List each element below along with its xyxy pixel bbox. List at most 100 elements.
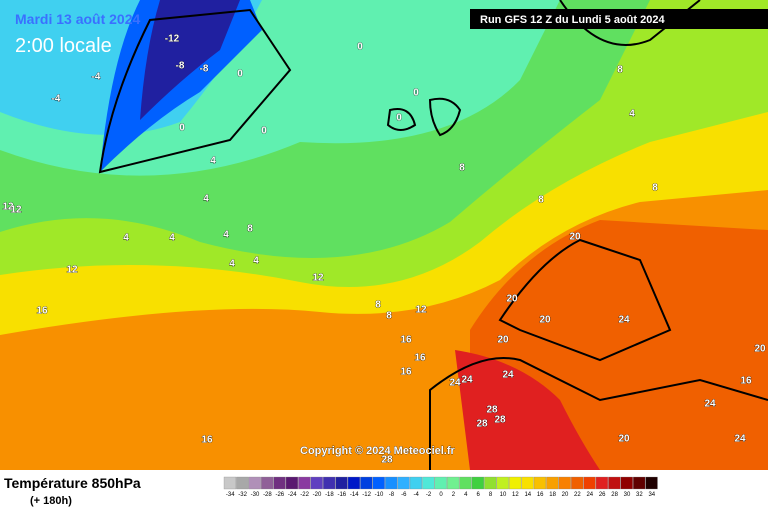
legend-swatch	[236, 476, 249, 490]
legend-swatch	[385, 476, 398, 490]
map-value-label: 0	[237, 69, 243, 80]
legend-swatch	[620, 476, 633, 490]
map-value-label: 8	[538, 195, 544, 206]
map-value-label: 12	[415, 305, 427, 316]
forecast-date: Mardi 13 août 2024	[15, 11, 140, 27]
map-value-label: 8	[375, 300, 381, 311]
legend-swatch	[471, 476, 485, 490]
legend-swatch	[273, 476, 286, 490]
legend-tick-label: 26	[599, 492, 606, 498]
map-value-label: 4	[629, 109, 635, 120]
legend-tick-label: 2	[452, 492, 456, 498]
legend-swatch	[310, 476, 323, 490]
legend-tick-label: 18	[549, 492, 556, 498]
legend-tick-label: -16	[337, 492, 346, 498]
map-value-label: 28	[476, 419, 488, 430]
legend-tick-label: 30	[624, 492, 631, 498]
legend-swatch	[608, 476, 621, 490]
map-value-label: 8	[386, 311, 392, 322]
legend-tick-label: 20	[562, 492, 569, 498]
map-value-label: 20	[539, 315, 551, 326]
legend-tick-label: -22	[300, 492, 309, 498]
map-value-label: -8	[176, 61, 185, 72]
map-value-label: 16	[400, 367, 412, 378]
legend-tick-label: -14	[350, 492, 359, 498]
legend-tick-label: -20	[313, 492, 322, 498]
map-value-label: 24	[461, 375, 473, 386]
map-value-label: 20	[506, 294, 518, 305]
map-value-label: 24	[618, 315, 630, 326]
map-value-label: 0	[261, 126, 267, 137]
legend-swatch	[298, 476, 311, 490]
legend-tick-label: -2	[426, 492, 432, 498]
legend-tick-label: -8	[389, 492, 395, 498]
map-value-label: 12	[10, 205, 22, 216]
legend-tick-label: 28	[611, 492, 618, 498]
map-value-label: -12	[165, 34, 180, 45]
legend-tick-label: 22	[574, 492, 581, 498]
legend-swatch	[533, 476, 547, 490]
legend-swatch	[521, 476, 534, 490]
legend-tick-label: -28	[263, 492, 272, 498]
legend-swatch	[509, 476, 522, 490]
map-value-label: 4	[169, 233, 175, 244]
map-value-label: 16	[201, 435, 213, 446]
map-value-label: 8	[247, 224, 253, 235]
map-value-label: 20	[618, 434, 630, 445]
map-value-label: 4	[253, 256, 259, 267]
map-value-label: 24	[734, 434, 746, 445]
map-value-label: 24	[704, 399, 716, 410]
legend-swatch	[583, 476, 596, 490]
map-value-label: -4	[92, 72, 101, 83]
map-value-label: 20	[497, 335, 509, 346]
map-value-label: 0	[413, 88, 419, 99]
footer-title: Température 850hPa	[4, 475, 141, 491]
map-value-label: 28	[494, 415, 506, 426]
map-value-label: 4	[229, 259, 235, 270]
color-legend: -34 -32 -30 -28 -26 -24 -22 -20 -18 -16 -14 -12 -10-…	[223, 476, 658, 498]
map-value-label: 4	[203, 194, 209, 205]
legend-swatch	[397, 476, 410, 490]
legend-swatch	[546, 476, 559, 490]
legend-swatch	[372, 476, 385, 490]
legend-tick-label: -10	[375, 492, 384, 498]
copyright: Copyright © 2024 Meteociel.fr	[300, 445, 456, 457]
map-value-label: 24	[502, 370, 514, 381]
legend-swatch	[633, 476, 646, 490]
legend-swatch	[248, 476, 261, 490]
map-value-label: 16	[36, 306, 48, 317]
legend-swatch	[285, 476, 299, 490]
legend-tick-label: -6	[401, 492, 407, 498]
legend-swatch	[261, 476, 274, 490]
map-value-label: 12	[66, 265, 78, 276]
legend-swatch	[571, 476, 584, 490]
map-value-label: 12	[312, 273, 324, 284]
map-value-label: 0	[396, 113, 402, 124]
legend-swatch	[335, 476, 348, 490]
map-value-label: 8	[617, 65, 623, 76]
legend-swatch	[496, 476, 509, 490]
legend-swatch	[459, 476, 472, 490]
map-value-label: 24	[449, 378, 461, 389]
map-value-label: 4	[123, 233, 129, 244]
legend-tick-label: 4	[464, 492, 468, 498]
legend-tick-label: 34	[648, 492, 655, 498]
map-value-label: 28	[381, 455, 393, 466]
legend-swatch	[223, 476, 237, 490]
map-value-label: 16	[400, 335, 412, 346]
legend-swatch	[360, 476, 373, 490]
map-value-label: 16	[414, 353, 426, 364]
legend-tick-label: -4	[414, 492, 420, 498]
legend-tick-label: -24	[288, 492, 297, 498]
legend-tick-label: 0	[439, 492, 443, 498]
legend-swatch	[595, 476, 609, 490]
map-value-label: 0	[357, 42, 363, 53]
legend-tick-label: 6	[477, 492, 481, 498]
legend-tick-label: 12	[512, 492, 519, 498]
legend-swatch	[434, 476, 447, 490]
legend-tick-label: -18	[325, 492, 334, 498]
legend-tick-label: 24	[586, 492, 593, 498]
map-value-label: 20	[569, 232, 581, 243]
legend-swatch	[347, 476, 361, 490]
